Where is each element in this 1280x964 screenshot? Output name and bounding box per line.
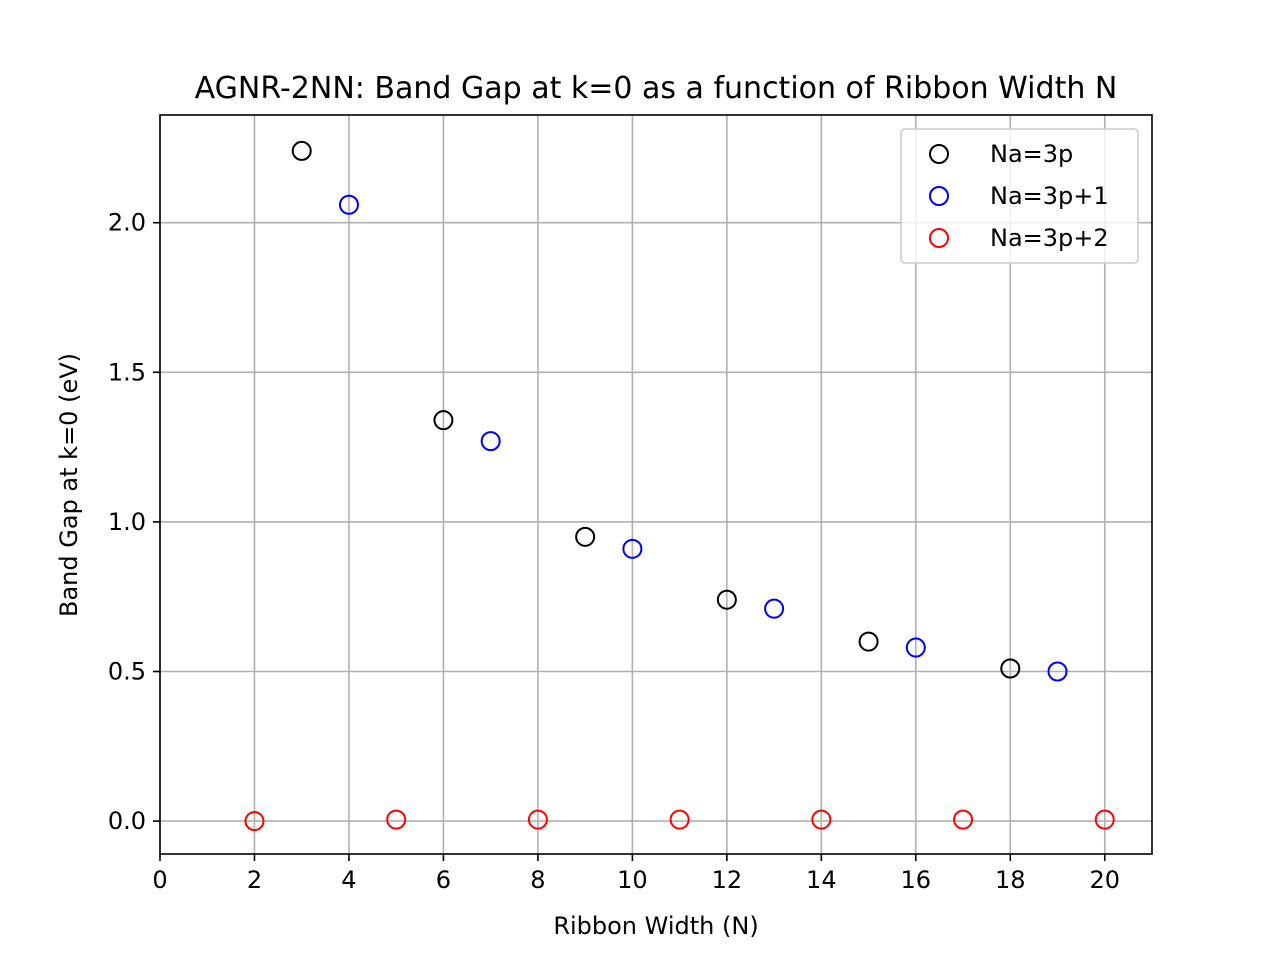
data-point — [480, 431, 501, 452]
data-point — [244, 811, 265, 832]
chart-title: AGNR-2NN: Band Gap at k=0 as a function … — [195, 71, 1118, 106]
x-tick-label: 12 — [712, 866, 743, 894]
data-point — [1047, 661, 1068, 682]
x-tick-label: 4 — [341, 866, 356, 894]
y-axis-label: Band Gap at k=0 (eV) — [55, 353, 83, 617]
data-point — [386, 809, 407, 830]
data-point — [338, 194, 359, 215]
ticks-layer: 0 2 4 6 8 10 12 14 16 18 20 0.0 0.5 1.0 1.5 2.0 — [108, 209, 1120, 894]
data-point — [1000, 658, 1021, 679]
data-point — [527, 809, 548, 830]
data-point — [1094, 809, 1115, 830]
x-tick-label: 0 — [152, 866, 167, 894]
x-tick-label: 14 — [806, 866, 837, 894]
data-point — [716, 589, 737, 610]
y-tick-label: 2.0 — [108, 209, 146, 237]
x-axis-label: Ribbon Width (N) — [553, 912, 758, 940]
legend-box — [900, 128, 1139, 264]
data-point — [575, 526, 596, 547]
points-layer — [244, 140, 1115, 832]
legend-label: Na=3p+2 — [990, 224, 1109, 252]
x-tick-label: 10 — [617, 866, 648, 894]
data-point — [811, 809, 832, 830]
y-tick-label: 0.5 — [108, 657, 146, 685]
data-point — [433, 410, 454, 431]
x-tick-label: 2 — [247, 866, 262, 894]
x-tick-label: 20 — [1089, 866, 1120, 894]
legend-label: Na=3p — [990, 140, 1073, 168]
legend-marker — [929, 144, 949, 164]
x-tick-label: 16 — [901, 866, 932, 894]
legend: Na=3p Na=3p+1 Na=3p+2 — [900, 128, 1139, 264]
data-point — [764, 598, 785, 619]
y-tick-label: 1.0 — [108, 508, 146, 536]
legend-marker — [929, 186, 949, 206]
x-tick-label: 6 — [436, 866, 451, 894]
data-point — [622, 538, 643, 559]
data-point — [669, 809, 690, 830]
legend-marker — [929, 228, 949, 248]
y-tick-label: 1.5 — [108, 358, 146, 386]
data-point — [905, 637, 926, 658]
plot-frame — [159, 114, 1153, 855]
data-point — [953, 809, 974, 830]
data-point — [291, 140, 312, 161]
y-tick-label: 0.0 — [108, 807, 146, 835]
x-tick-label: 8 — [530, 866, 545, 894]
data-point — [858, 631, 879, 652]
legend-label: Na=3p+1 — [990, 182, 1109, 210]
x-tick-label: 18 — [995, 866, 1026, 894]
